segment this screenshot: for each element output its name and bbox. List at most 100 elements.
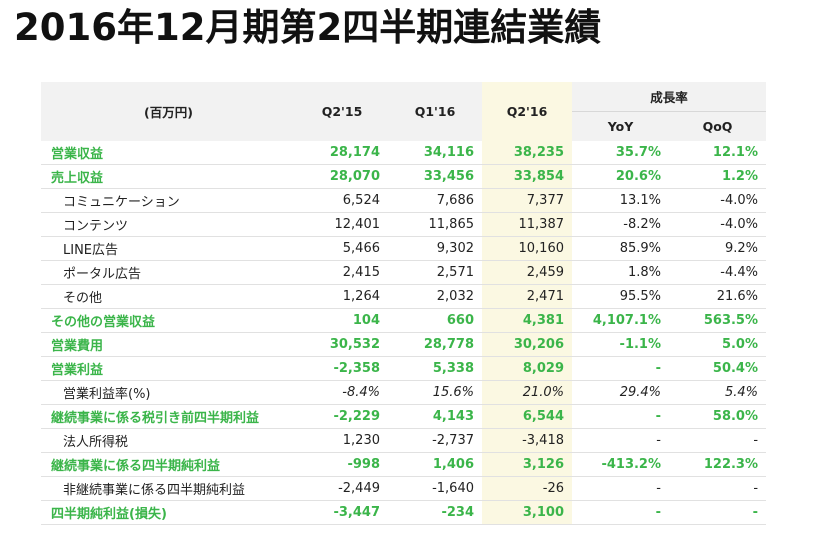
cell-value: -3,418 [482,428,572,453]
cell-value: 20.6% [572,164,669,189]
table-row: コミュニケーション 6,524 7,686 7,377 13.1% -4.0% [41,188,767,213]
cell-value: 21.0% [482,380,572,405]
cell-value: - [572,356,669,381]
cell-value: 34,116 [423,145,474,160]
cell-value: 11,865 [388,212,482,237]
table-row: 営業費用 30,532 28,778 30,206 -1.1% 5.0% [41,332,767,357]
table-row: 継続事業に係る四半期純利益 -998 1,406 3,126 -413.2% 122.3% [41,452,767,477]
cell-value: 29.4% [572,380,669,405]
cell-value: 4,143 [388,404,482,429]
cell-value: 6,524 [296,188,388,213]
cell-value: 7,377 [482,188,572,213]
table-row: 法人所得税 1,230 -2,737 -3,418- - [41,428,767,453]
cell-value: 2,471 [482,284,572,309]
cell-value: 85.9% [572,236,669,261]
cell-value: 1,406 [388,452,482,477]
row-label: 継続事業に係る四半期純利益 [41,452,296,477]
cell-value: -2,358 [296,356,388,381]
period-header-q1-16: Q1'16 [388,82,482,141]
cell-value: 660 [388,308,482,333]
table-row: 営業収益 28,174 34,116 38,235 35.7% 12.1% [41,141,766,165]
cell-value: 35.7% [615,145,661,160]
cell-value: 5,338 [388,356,482,381]
cell-value: -1,640 [388,476,482,501]
row-label: 非継続事業に係る四半期純利益 [41,476,296,501]
cell-value: 50.4% [669,356,767,381]
yoy-header: YoY [572,111,669,141]
cell-value: 2,459 [482,260,572,285]
table-row: ポータル広告 2,415 2,571 2,459 1.8% -4.4% [41,260,767,285]
period-header-q2-15: Q2'15 [296,82,388,141]
cell-value: - [572,428,669,453]
table-row: コンテンツ 12,401 11,865 11,387 -8.2% -4.0% [41,212,767,237]
row-label: LINE広告 [41,236,296,261]
row-label: 営業利益率(%) [41,380,296,405]
cell-value: -2,229 [296,404,388,429]
period-header-q2-16: Q2'16 [482,82,572,141]
cell-value: 1,230 [296,428,388,453]
cell-value: 33,456 [388,164,482,189]
cell-value: -4.0% [669,212,767,237]
cell-value: 10,160 [482,236,572,261]
row-label: 法人所得税 [41,428,296,453]
row-label: その他の営業収益 [41,308,296,333]
cell-value: - [572,500,669,525]
cell-value: 3,126 [482,452,572,477]
cell-value: 3,100 [482,500,572,525]
row-label: 営業利益 [41,356,296,381]
cell-value: -234 [388,500,482,525]
cell-value: 30,532 [296,332,388,357]
growth-rate-header: 成長率 [572,82,767,112]
unit-header: (百万円) [41,82,296,141]
cell-value: 2,032 [388,284,482,309]
row-label: 継続事業に係る税引き前四半期利益 [41,404,296,429]
cell-value: 12.1% [712,145,759,160]
table-row: 営業利益 -2,358 5,338 8,029-50.4% [41,356,767,381]
cell-value: 38,235 [482,141,572,165]
cell-value: - [669,500,767,525]
cell-value: 563.5% [669,308,767,333]
cell-value: 21.6% [669,284,767,309]
cell-value: -8.2% [572,212,669,237]
cell-value: 9,302 [388,236,482,261]
cell-value: -2,737 [388,428,482,453]
row-label: 営業収益 [51,147,104,162]
row-label: コンテンツ [41,212,296,237]
cell-value: 4,107.1% [572,308,669,333]
cell-value: 6,544 [482,404,572,429]
cell-value: 28,070 [296,164,388,189]
cell-value: 12,401 [296,212,388,237]
cell-value: 1,264 [296,284,388,309]
row-label: その他 [41,284,296,309]
cell-value: 13.1% [572,188,669,213]
page-title: 2016年12月期第2四半期連結業績 [14,6,602,49]
cell-value: 4,381 [482,308,572,333]
row-label: ポータル広告 [41,260,296,285]
row-label: 四半期純利益(損失) [41,500,296,525]
cell-value: 15.6% [388,380,482,405]
cell-value: 5.0% [669,332,767,357]
cell-value: -998 [296,452,388,477]
cell-value: -3,447 [296,500,388,525]
cell-value: 2,415 [296,260,388,285]
table-body: 営業収益 28,174 34,116 38,235 35.7% 12.1% 売上収益 28,0… [41,141,767,525]
cell-value: -413.2% [572,452,669,477]
table-row: 四半期純利益(損失) -3,447 -234 3,100- - [41,500,767,525]
cell-value: 33,854 [482,164,572,189]
cell-value: - [669,476,767,501]
table-row: 非継続事業に係る四半期純利益 -2,449 -1,640 -26- - [41,476,767,501]
cell-value: 122.3% [669,452,767,477]
table-row: その他の営業収益 104 660 4,381 4,107.1% 563.5% [41,308,767,333]
cell-value: 5,466 [296,236,388,261]
table-row: 営業利益率(%) -8.4% 15.6% 21.0% 29.4% 5.4% [41,380,767,405]
cell-value: - [669,428,767,453]
cell-value: - [572,476,669,501]
cell-value: 28,174 [329,145,380,160]
table-row: 売上収益 28,070 33,456 33,854 20.6% 1.2% [41,164,767,189]
cell-value: -8.4% [296,380,388,405]
table-row: その他 1,264 2,032 2,471 95.5% 21.6% [41,284,767,309]
row-label: 営業費用 [41,332,296,357]
qoq-header: QoQ [669,111,767,141]
row-label: コミュニケーション [41,188,296,213]
cell-value: 95.5% [572,284,669,309]
